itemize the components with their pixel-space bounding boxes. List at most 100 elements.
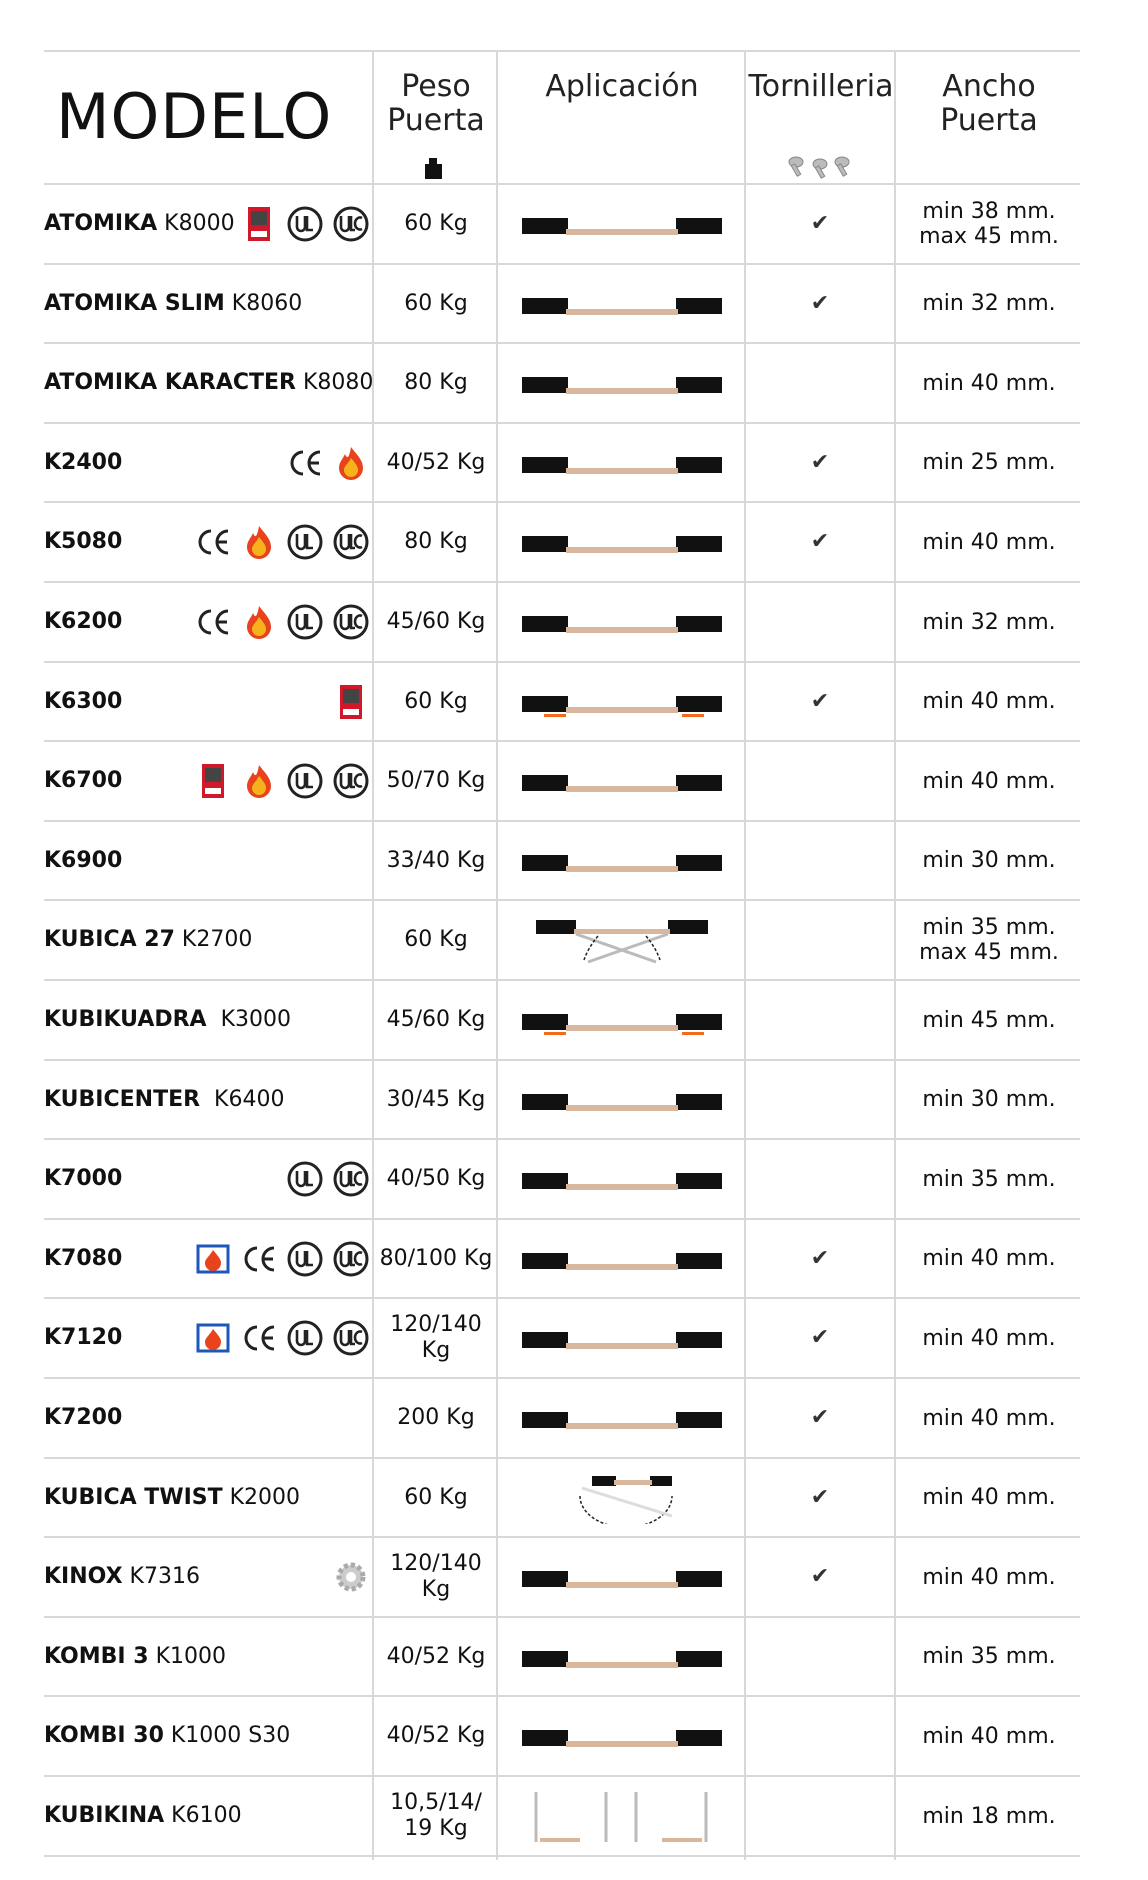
ul-icon xyxy=(287,763,323,799)
certifications xyxy=(240,202,370,246)
door-width: min 40 mm. xyxy=(898,343,1080,423)
door-width: min 40 mm. xyxy=(898,662,1080,742)
door-width: min 40 mm. xyxy=(898,1537,1080,1617)
door-width-line: min 35 mm. xyxy=(922,1644,1056,1670)
table-row: K6700 50/70 Kg min 40 mm. xyxy=(0,741,1148,821)
flame-icon xyxy=(247,526,271,560)
grid-line xyxy=(44,262,1080,265)
door-weight: 60 Kg xyxy=(404,290,468,316)
screws-check xyxy=(746,1060,894,1140)
model-name: ATOMIKA KARACTER K8080 xyxy=(44,343,373,423)
ulc-icon xyxy=(333,1320,369,1356)
door-width-line: min 25 mm. xyxy=(922,450,1056,476)
grid-line xyxy=(44,501,1080,504)
fire-test-icon xyxy=(196,1323,230,1353)
certifications xyxy=(286,1157,370,1201)
model-name-bold: ATOMIKA xyxy=(44,211,158,236)
model-name: K7120 xyxy=(44,1298,122,1378)
model-name-bold: K6200 xyxy=(44,609,123,634)
model-name: KOMBI 30 K1000 S30 xyxy=(44,1696,290,1776)
door-width: min 40 mm. xyxy=(898,1696,1080,1776)
model-name-bold: KUBIKINA xyxy=(44,1803,165,1828)
door-width-line: min 35 mm. xyxy=(922,1166,1056,1192)
grid-line xyxy=(44,342,1080,345)
table-row: K6200 45/60 Kg min 32 mm. xyxy=(0,582,1148,662)
model-code: K8060 xyxy=(224,290,303,316)
application-slide-icon xyxy=(522,536,722,554)
certifications xyxy=(286,441,370,485)
table-row: KUBICA 27 K2700 60 Kg min 35 mm. max 45 mm. xyxy=(0,900,1148,980)
ulc-icon xyxy=(333,1241,369,1277)
door-width-line: min 18 mm. xyxy=(922,1803,1056,1829)
door-width-lines: min 40 mm. xyxy=(922,1326,1055,1351)
table-row: K7080 80/100 Kg ✔ min 40 mm. xyxy=(0,1219,1148,1299)
grid-line xyxy=(44,421,1080,424)
table-row: K2400 40/52 Kg ✔ min 25 mm. xyxy=(0,423,1148,503)
door-width-line: max 45 mm. xyxy=(919,224,1059,249)
door-width: min 30 mm. xyxy=(898,1060,1080,1140)
grid-line xyxy=(44,899,1080,902)
model-name: K6700 xyxy=(44,741,122,821)
model-name: K6300 xyxy=(44,662,122,742)
model-name-bold: K5080 xyxy=(44,529,123,555)
model-name: K2400 xyxy=(44,423,122,503)
door-weight: 30/45 Kg xyxy=(386,1086,486,1112)
door-width: min 40 mm. xyxy=(898,1458,1080,1538)
door-width-lines: min 35 mm. xyxy=(922,1644,1055,1669)
application-slide-icon xyxy=(522,775,722,793)
application-slide-icon xyxy=(522,1412,722,1429)
door-width-lines: min 40 mm. xyxy=(922,769,1055,794)
grid-line xyxy=(44,1695,1080,1698)
application-slide-icon xyxy=(522,297,722,315)
model-code: K1000 xyxy=(148,1643,226,1669)
model-name: K7080 xyxy=(44,1219,122,1299)
door-width-lines: min 38 mm. max 45 mm. xyxy=(919,199,1059,249)
model-name-bold: K7120 xyxy=(44,1325,123,1351)
grid-line xyxy=(44,740,1080,743)
grid-vline-3 xyxy=(744,52,746,1860)
grid-vline-1 xyxy=(372,52,374,1860)
model-name-bold: ATOMIKA SLIM xyxy=(44,290,225,316)
flame-icon xyxy=(247,606,271,639)
model-name-bold: K7080 xyxy=(44,1245,123,1271)
door-width-lines: min 40 mm. xyxy=(922,1485,1055,1510)
model-name: K5080 xyxy=(44,502,122,582)
ul-icon xyxy=(287,206,323,242)
grid-line xyxy=(44,1775,1080,1777)
application-slide-icon xyxy=(522,854,722,872)
ce-icon xyxy=(198,609,229,635)
grid-line-top xyxy=(44,50,1080,52)
door-weight: 200 Kg xyxy=(397,1405,475,1430)
door-weight: 45/60 Kg xyxy=(386,609,486,634)
door-width: min 40 mm. xyxy=(898,1219,1080,1299)
header-aplicacion: Aplicación xyxy=(545,69,699,104)
application-slide-orange-icon xyxy=(522,695,722,717)
table-row: K7120 120/140 Kg ✔ min 40 mm. xyxy=(0,1298,1148,1378)
screws-check: ✔ xyxy=(810,1325,830,1351)
door-width: min 45 mm. xyxy=(898,980,1080,1060)
door-width-line: min 38 mm. xyxy=(922,199,1056,224)
header-ancho-line2: Puerta xyxy=(940,103,1038,138)
door-width-line: min 32 mm. xyxy=(922,609,1056,635)
door-weight: 10,5/14/ 19 Kg xyxy=(390,1790,482,1841)
screws-check: ✔ xyxy=(810,1245,830,1271)
model-name-bold: KOMBI 30 xyxy=(44,1723,164,1749)
screws-check: ✔ xyxy=(810,529,830,555)
door-width-line: min 30 mm. xyxy=(922,1087,1056,1113)
grid-line xyxy=(44,1297,1080,1300)
application-slide-icon xyxy=(522,1332,722,1350)
model-name-bold: K6900 xyxy=(44,847,123,873)
ul-icon xyxy=(287,524,323,560)
door-width: min 35 mm. xyxy=(898,1617,1080,1697)
door-width-lines: min 25 mm. xyxy=(922,450,1055,475)
grid-line xyxy=(44,1615,1080,1618)
model-code: K7316 xyxy=(122,1564,200,1590)
table-row: KOMBI 30 K1000 S30 40/52 Kg min 40 mm. xyxy=(0,1696,1148,1776)
table-row: K5080 80 Kg ✔ min 40 mm. xyxy=(0,502,1148,582)
model-name: KUBICA 27 K2700 xyxy=(44,900,252,980)
ulc-icon xyxy=(333,604,369,640)
door-weight: 120/140 Kg xyxy=(390,1312,482,1364)
door-width-line: min 40 mm. xyxy=(922,529,1056,555)
door-weight: 60 Kg xyxy=(404,1484,468,1510)
